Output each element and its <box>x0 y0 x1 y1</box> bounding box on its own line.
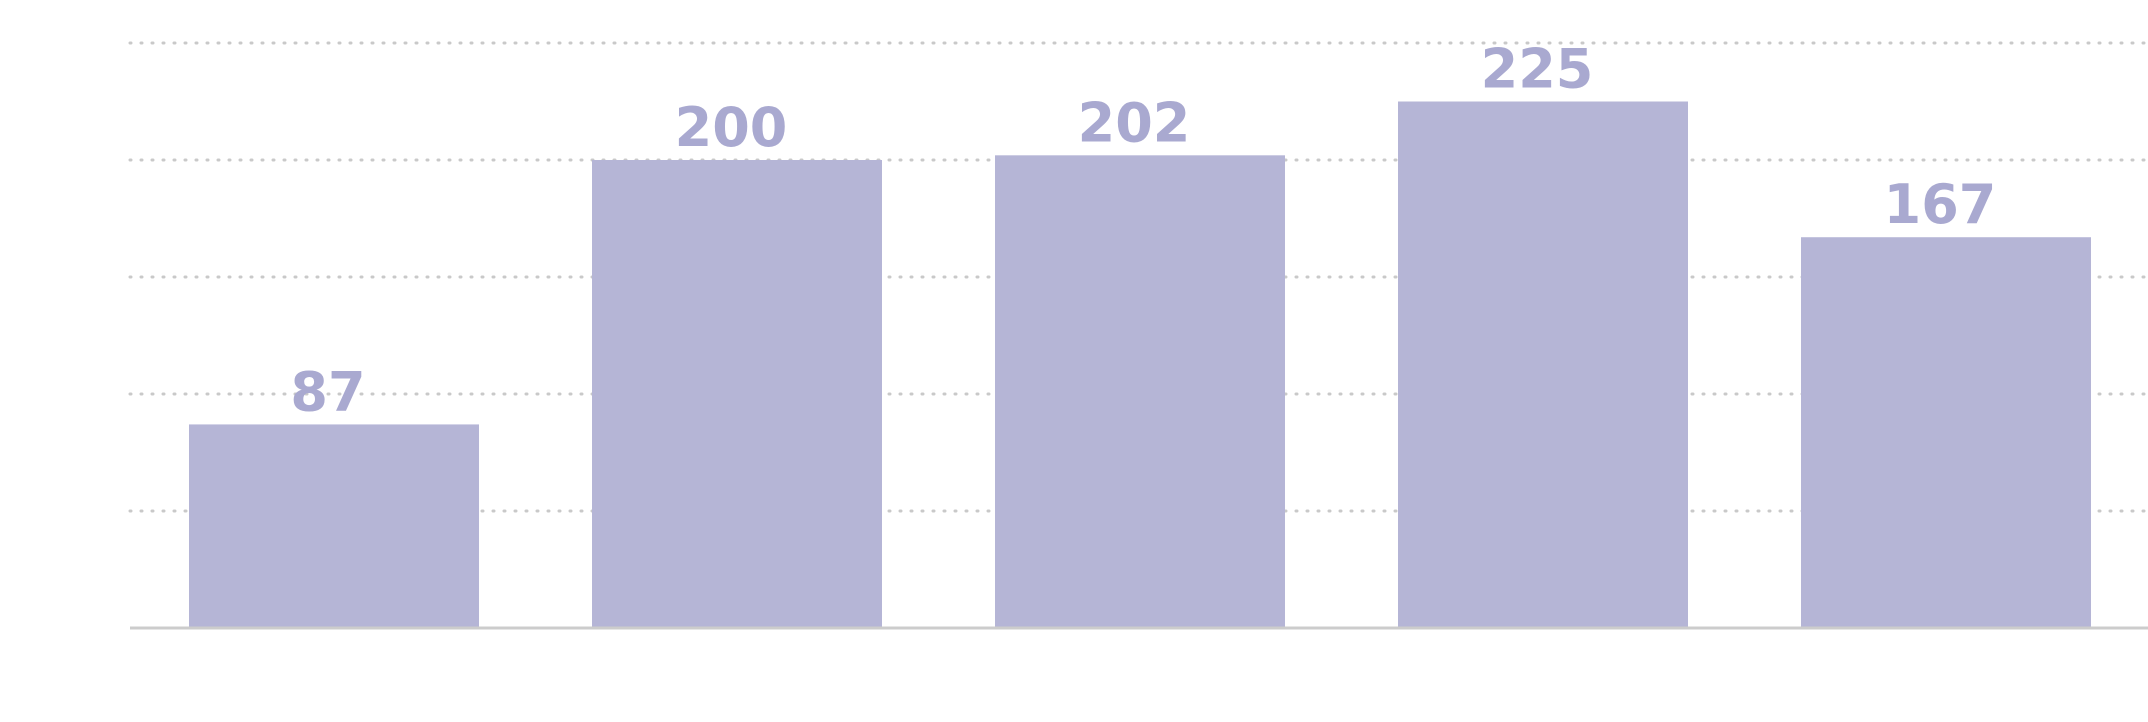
bar-4 <box>1398 101 1688 628</box>
bar-3 <box>995 155 1285 628</box>
value-labels: 87 200 202 225 167 <box>290 38 1996 424</box>
bars <box>189 101 2091 628</box>
bar-1 <box>189 424 479 628</box>
bar-value-label-4: 225 <box>1481 38 1594 101</box>
bar-value-label-2: 200 <box>675 96 788 159</box>
bar-value-label-3: 202 <box>1078 91 1191 154</box>
bar-5 <box>1801 237 2091 628</box>
bar-value-label-1: 87 <box>290 360 365 423</box>
bar-2 <box>592 160 882 628</box>
bar-value-label-5: 167 <box>1884 173 1997 236</box>
